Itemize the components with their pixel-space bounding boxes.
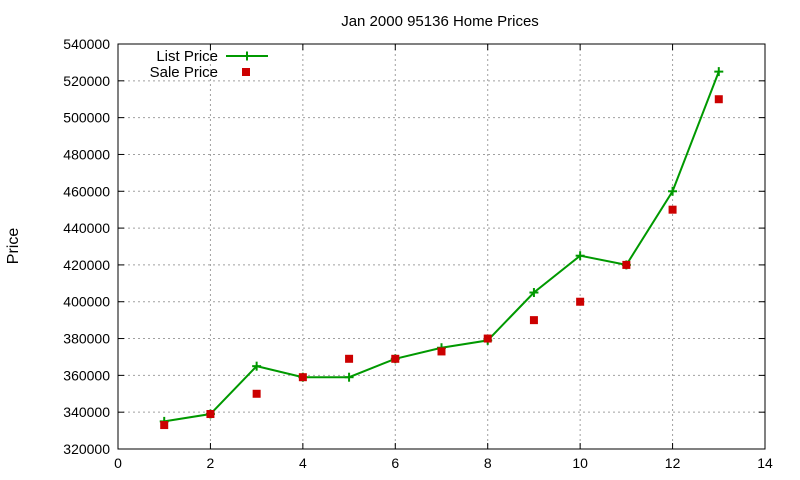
list-price-point	[575, 251, 585, 261]
series-list-price	[159, 67, 724, 426]
sale-price-point	[622, 260, 631, 269]
y-tick-label: 480000	[63, 146, 110, 162]
chart-title: Jan 2000 95136 Home Prices	[341, 13, 539, 30]
list-price-point	[668, 186, 678, 196]
legend-label: Sale Price	[150, 64, 218, 81]
plot-frame	[117, 43, 766, 450]
y-tick-label: 440000	[63, 220, 110, 236]
sale-price-point	[576, 297, 585, 306]
list-price-point	[344, 372, 354, 382]
x-tick-label: 4	[299, 455, 307, 471]
sale-price-point	[529, 316, 538, 325]
y-tick-label: 400000	[63, 294, 110, 310]
axis-ticks: 320000 340000 360000 380000 400000 420000 4400…	[63, 36, 773, 471]
y-tick-label: 340000	[63, 404, 110, 420]
sale-price-point	[206, 410, 215, 419]
sale-price-point	[391, 354, 400, 363]
x-tick-label: 6	[391, 455, 399, 471]
x-tick-label: 8	[484, 455, 492, 471]
y-tick-label: 460000	[63, 183, 110, 199]
legend-label: List Price	[156, 48, 218, 65]
y-tick-label: 380000	[63, 331, 110, 347]
sale-price-point	[668, 205, 677, 214]
sale-price-point	[483, 334, 492, 343]
series-sale-price	[160, 95, 723, 430]
legend-plus-swatch	[242, 51, 252, 61]
data-series	[159, 67, 724, 430]
y-tick-label: 540000	[63, 36, 110, 52]
x-tick-label: 14	[757, 455, 773, 471]
x-tick-label: 10	[572, 455, 588, 471]
y-axis-label: Price	[5, 228, 22, 265]
sale-price-point	[437, 347, 446, 356]
sale-price-point	[160, 421, 169, 430]
legend-square-swatch	[242, 68, 250, 76]
grid-lines	[118, 44, 765, 449]
sale-price-point	[252, 389, 261, 398]
list-price-point	[714, 67, 724, 77]
y-tick-label: 320000	[63, 441, 110, 457]
y-tick-label: 360000	[63, 367, 110, 383]
y-tick-label: 420000	[63, 257, 110, 273]
list-price-point	[529, 288, 539, 298]
x-tick-label: 2	[207, 455, 215, 471]
list-price-point	[252, 361, 262, 371]
x-tick-label: 12	[665, 455, 681, 471]
sale-price-point	[714, 95, 723, 104]
sale-price-point	[345, 354, 354, 363]
sale-price-point	[298, 373, 307, 382]
y-tick-label: 500000	[63, 110, 110, 126]
x-tick-label: 0	[114, 455, 122, 471]
list-price-line	[164, 71, 720, 423]
y-tick-label: 520000	[63, 73, 110, 89]
